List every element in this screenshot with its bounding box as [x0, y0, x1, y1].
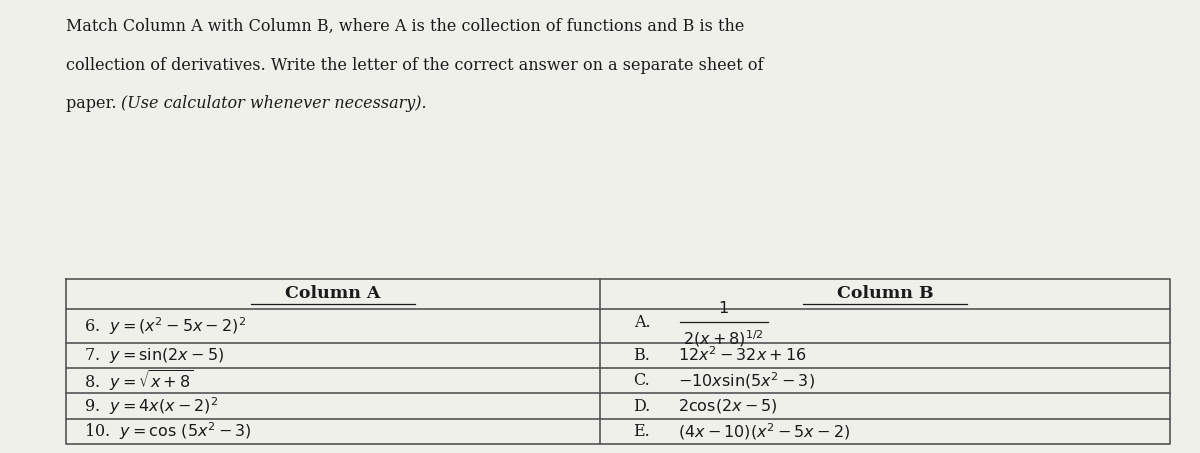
- Text: Column A: Column A: [286, 285, 380, 302]
- Text: $-10x\sin(5x^2 - 3)$: $-10x\sin(5x^2 - 3)$: [678, 371, 815, 391]
- Text: $12x^2 - 32x + 16$: $12x^2 - 32x + 16$: [678, 346, 806, 365]
- Text: A.: A.: [634, 313, 650, 331]
- Text: C.: C.: [634, 372, 650, 389]
- Text: 6.  $y = (x^2 - 5x - 2)^2$: 6. $y = (x^2 - 5x - 2)^2$: [84, 315, 246, 337]
- Text: $(4x - 10)(x^2 - 5x - 2)$: $(4x - 10)(x^2 - 5x - 2)$: [678, 421, 850, 442]
- Text: 9.  $y = 4x(x - 2)^2$: 9. $y = 4x(x - 2)^2$: [84, 395, 218, 417]
- Text: $2\cos(2x - 5)$: $2\cos(2x - 5)$: [678, 397, 778, 415]
- Text: $2(x+8)^{1/2}$: $2(x+8)^{1/2}$: [683, 328, 764, 349]
- Text: E.: E.: [634, 423, 650, 440]
- Text: D.: D.: [634, 398, 650, 414]
- Text: (Use calculator whenever necessary).: (Use calculator whenever necessary).: [121, 95, 427, 112]
- Text: collection of derivatives. Write the letter of the correct answer on a separate : collection of derivatives. Write the let…: [66, 57, 763, 74]
- Text: 8.  $y = \sqrt{x + 8}$: 8. $y = \sqrt{x + 8}$: [84, 368, 193, 393]
- Text: Match Column A with Column B, where A is the collection of functions and B is th: Match Column A with Column B, where A is…: [66, 18, 744, 35]
- Text: 10.  $y = \cos\,(5x^2 - 3)$: 10. $y = \cos\,(5x^2 - 3)$: [84, 420, 252, 442]
- Text: $1$: $1$: [719, 300, 728, 317]
- Text: B.: B.: [634, 347, 650, 364]
- Text: 7.  $y = \sin(2x - 5)$: 7. $y = \sin(2x - 5)$: [84, 346, 224, 365]
- Text: Column B: Column B: [836, 285, 934, 302]
- Text: paper.: paper.: [66, 95, 121, 112]
